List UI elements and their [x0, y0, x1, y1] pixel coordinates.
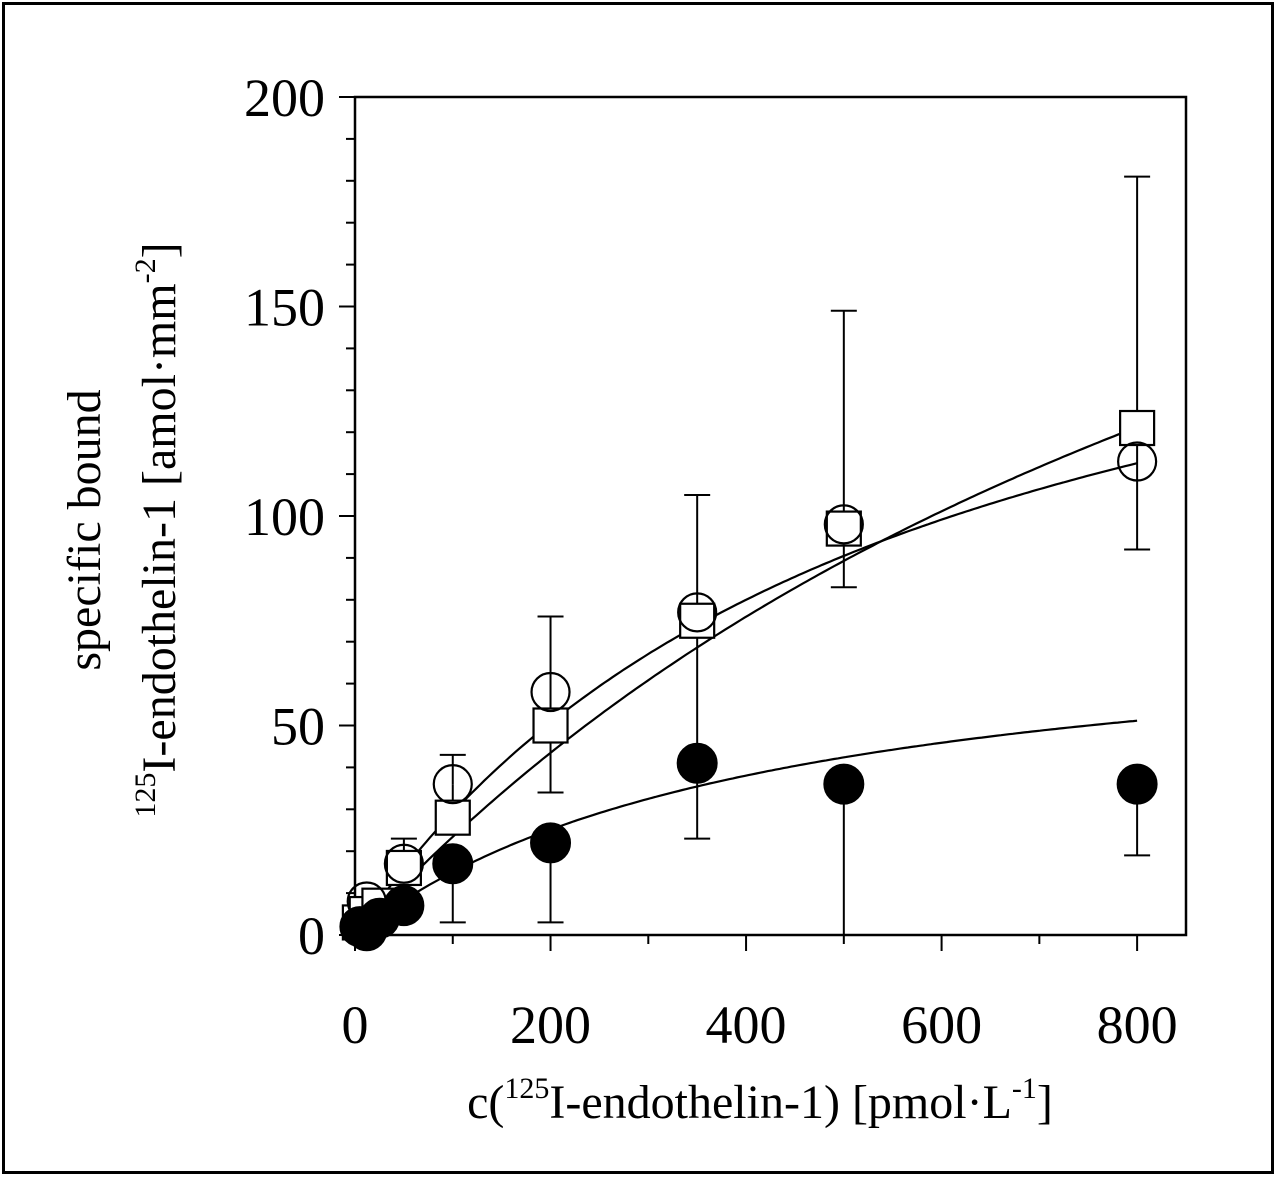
fit-curve	[358, 462, 1138, 929]
y-axis-title-main: I-endothelin-1 [amol·mm	[133, 283, 186, 772]
open-circle-marker	[1117, 441, 1158, 482]
plot-area	[353, 95, 1188, 937]
fit-curves	[358, 426, 1138, 933]
filled-circle-marker	[383, 885, 425, 927]
x-tick-label: 200	[510, 995, 591, 1055]
filled-circle-marker	[676, 742, 718, 784]
fit-curve	[359, 426, 1138, 931]
open-circle-marker	[383, 843, 424, 884]
y-tick-label: 50	[271, 697, 325, 757]
x-axis-title-isotope: 125	[504, 1072, 549, 1105]
y-tick-label: 100	[244, 487, 325, 547]
filled-circle-marker	[530, 822, 572, 864]
open-circle-marker	[677, 592, 718, 633]
x-tick-label: 400	[706, 995, 787, 1055]
x-axis-title: c(125I-endothelin-1) [pmol·L-1]	[467, 1072, 1053, 1129]
plot-frame	[353, 95, 1188, 937]
y-tick-label: 150	[244, 278, 325, 338]
data-markers	[339, 409, 1158, 952]
x-tick-label: 0	[342, 995, 369, 1055]
tick-labels: 0 50 100 150 200 0 200 400 600 800	[244, 68, 1178, 1055]
x-axis-title-suffix: ]	[1037, 1076, 1053, 1129]
filled-circle-marker	[823, 763, 865, 805]
error-bars	[390, 175, 1151, 936]
square-marker	[679, 602, 716, 639]
y-axis-title-suffix: ]	[133, 242, 186, 258]
x-tick-label: 600	[901, 995, 982, 1055]
x-tick-label: 800	[1097, 995, 1178, 1055]
y-tick-label: 0	[298, 906, 325, 966]
filled-circle-marker	[1116, 763, 1158, 805]
open-circle-marker	[823, 504, 864, 545]
y-tick-label: 200	[244, 68, 325, 128]
open-circle-marker	[530, 671, 571, 713]
y-axis-title-isotope: 125	[129, 773, 162, 818]
fit-curve	[359, 719, 1138, 933]
open-circle-marker	[432, 764, 473, 805]
y-axis-title-line1: specific bound	[58, 389, 111, 670]
x-axis-title-prefix: c(	[467, 1076, 504, 1129]
square-marker	[532, 707, 569, 744]
y-axis-title-unit-exponent: -2	[129, 258, 162, 283]
square-marker	[1119, 409, 1156, 447]
filled-circle-marker	[432, 843, 474, 885]
x-axis-title-unit-exponent: -1	[1012, 1072, 1037, 1105]
square-marker	[434, 799, 471, 836]
x-axis-title-main: I-endothelin-1) [pmol·L	[549, 1076, 1012, 1129]
y-axis-title-line2: 125I-endothelin-1 [amol·mm-2]	[129, 242, 186, 817]
